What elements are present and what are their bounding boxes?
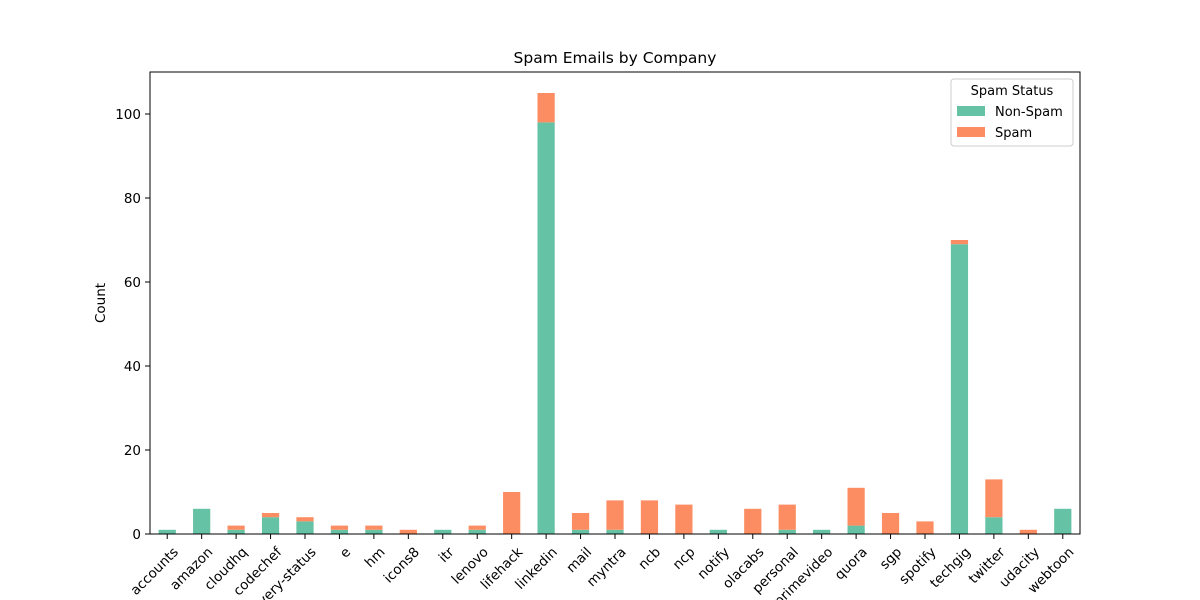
x-tick-label: hm [362,544,389,571]
bar-spam-icons8 [399,529,417,534]
bar-non-spam-e [330,529,349,534]
bar-non-spam-notify [709,529,727,534]
bar-non-spam-cloudhq [227,529,245,534]
x-tick-label: sgp [877,544,905,572]
y-tick-label: 40 [124,359,141,375]
legend-swatch [957,127,985,137]
x-tick-label: itr [436,544,458,566]
bar-spam-twitter [985,479,1003,518]
bar-non-spam-primevideo [813,529,831,534]
y-axis: 0 20 40 60 80 100 [115,107,150,543]
y-tick-label: 20 [124,443,141,459]
y-tick-label: 80 [124,191,141,207]
bar-non-spam-techgig [950,244,969,534]
bar-spam-lifehack [503,492,521,534]
bar-non-spam-webtoon [1054,508,1072,534]
chart-title: Spam Emails by Company [514,49,717,67]
bar-spam-udacity [1019,529,1037,534]
bar-non-spam-amazon [193,508,211,534]
legend-title: Spam Status [971,84,1054,99]
bar-non-spam-quora [847,525,865,534]
bar-spam-hm [365,525,383,530]
x-tick-label: quora [832,544,871,583]
bar-non-spam-twitter [985,517,1003,534]
bar-non-spam-lenovo [468,529,486,534]
y-tick-label: 60 [124,275,141,291]
bar-spam-mail [571,513,590,530]
legend-label: Spam [995,126,1032,141]
bar-spam-e [330,525,349,530]
y-tick-label: 0 [132,527,141,543]
bar-spam-spotify [916,521,934,534]
y-tick-label: 100 [115,107,141,123]
bar-non-spam-codechef [261,517,280,534]
bar-spam-linkedin [537,93,555,123]
bar-spam-delivery-status [296,517,314,522]
bar-spam-ncb [640,500,659,534]
bar-spam-codechef [261,513,280,518]
bar-non-spam-itr [434,529,452,534]
bar-spam-personal [778,504,796,530]
bar-spam-cloudhq [227,525,245,530]
bar-non-spam-accounts [158,529,176,534]
bar-spam-ncp [675,504,693,534]
bar-non-spam-delivery-status [296,521,314,534]
bar-non-spam-hm [365,529,383,534]
legend: Spam Status Non-Spam Spam [950,78,1074,147]
legend-swatch [957,106,985,116]
bar-spam-myntra [606,500,624,530]
x-tick-label: accounts [128,544,182,598]
bars-layer [158,93,1072,535]
bar-spam-techgig [950,240,969,245]
bar-spam-lenovo [468,525,486,530]
x-tick-label: e [337,544,354,561]
bar-non-spam-personal [778,529,796,534]
bar-non-spam-myntra [606,529,624,534]
plot-frame [149,71,1081,535]
x-axis: accountsamazoncloudhqcodechefdelivery-st… [128,534,1077,600]
bar-non-spam-mail [571,529,590,534]
bar-spam-sgp [881,513,900,534]
x-tick-label: icons8 [381,544,423,586]
bar-spam-olacabs [744,508,762,534]
y-axis-label: Count [93,283,109,323]
x-tick-label: ncp [670,544,699,573]
bar-non-spam-linkedin [537,122,555,535]
bar-spam-quora [847,487,865,526]
x-tick-label: ncb [635,544,664,573]
legend-label: Non-Spam [995,105,1063,120]
